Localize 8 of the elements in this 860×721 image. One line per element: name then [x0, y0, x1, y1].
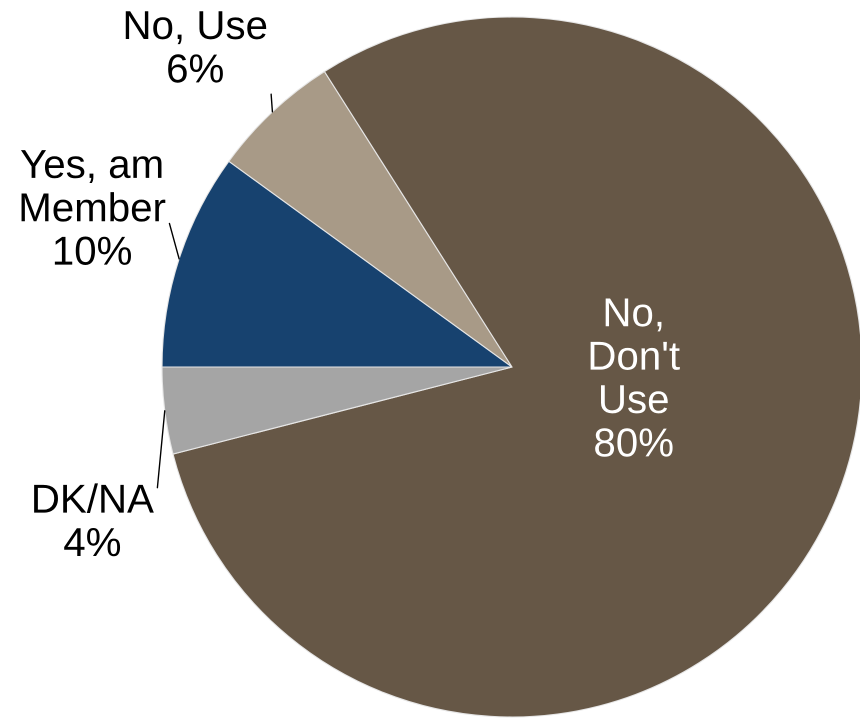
slice-label: No, Don't Use [590, 298, 680, 414]
slice-label: DK/NA [34, 483, 154, 514]
data-label: 4% [64, 528, 120, 556]
data-label: 10% [54, 236, 131, 266]
data-label: 80% [595, 428, 673, 457]
slice-label: Yes, am Member [20, 150, 166, 222]
slice-label: No, Use [126, 11, 266, 44]
data-label: 6% [168, 54, 223, 83]
